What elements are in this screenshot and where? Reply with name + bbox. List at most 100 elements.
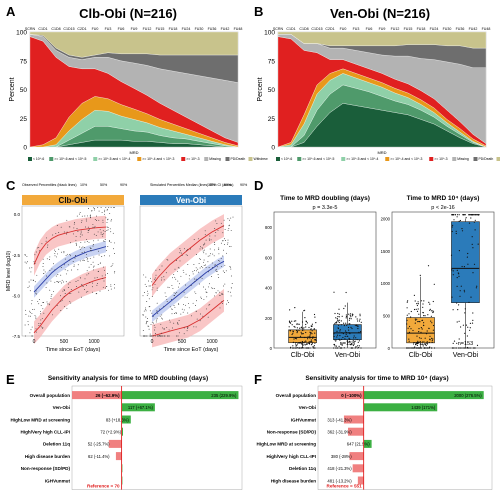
c-ven-obs-point [146,320,147,322]
c-ven-p10-band [152,288,224,348]
c-clb-obs-point [80,296,82,298]
d-mrd104-point [432,300,434,303]
c-clb-obs-point [95,293,97,295]
c-legend-pct-sim: 50% [224,183,232,187]
c-clb-obs-point [106,226,108,228]
c-ven-obs-point [200,298,202,300]
c-clb-obs-point [105,207,107,209]
c-clb-obs-point [58,282,59,283]
d-doubling-point [294,307,296,309]
c-ven-obs-point [217,290,219,292]
A-xtick: FU24 [182,27,191,31]
d-doubling-point [303,310,305,312]
d-doubling-point [292,331,294,333]
f-reference-label: Reference = 551 [327,484,363,489]
c-clb-obs-point [40,326,42,328]
c-clb-obs-point [31,326,33,328]
c-ven-obs-point [161,314,163,316]
c-ven-obs-point [171,313,173,315]
d-mrd104-point [416,335,418,337]
d-doubling-point [352,342,354,344]
c-ven-obs-point [146,335,148,337]
c-clb-obs-point [41,317,43,319]
c-ven-obs-point [171,327,173,329]
B-legend-swatch [496,157,500,161]
c-clb-obs-point [86,259,88,261]
d-doubling-point [343,322,345,324]
d-doubling-point [293,325,295,328]
d-mrd104-point [472,347,474,349]
c-clb-obs-point [96,284,98,286]
d-doubling-point [302,347,304,349]
c-clb-obs-point [83,259,85,261]
d-mrd104-point [470,217,472,219]
d-doubling-point [302,333,304,335]
c-ven-obs-point [205,239,207,241]
c-ven-obs-point [162,327,163,329]
c-clb-obs-point [93,256,95,258]
c-clb-obs-point [39,322,41,324]
d-doubling-point [355,346,357,348]
c-clb-obs-point [29,267,31,269]
c-clb-obs-point [32,309,34,310]
A-legend-swatch [181,157,186,161]
c-ven-obs-point [160,332,162,334]
d-doubling-point [359,313,361,315]
c-ven-obs-point [188,278,190,280]
d-doubling-point [349,313,352,315]
d-mrd104-point [468,222,471,224]
panel-c-percentile-plot: Observed Percentiles (black lines) Simula… [6,183,248,353]
c-ven-obs-point [168,286,170,288]
d-doubling-point [288,326,290,328]
d-doubling-point [348,329,350,331]
d-doubling-point [305,331,307,334]
d-mrd104-point [451,269,453,271]
A-xtick: C1D15 [63,27,74,31]
d-mrd104-point [458,275,460,277]
d-mrd104-point [463,289,465,291]
c-clb-obs-point [38,325,40,327]
d-mrd104-ytick: 1500 [381,249,391,254]
c-ven-obs-point [148,285,150,287]
c-clb-obs-point [49,304,50,306]
d-doubling-title: Time to MRD doubling (days) [280,195,370,202]
d-mrd104-point [470,347,472,349]
c-ven-obs-point [206,296,208,298]
d-doubling-point [357,345,359,347]
c-ven-obs-point [209,248,211,250]
c-clb-obs-point [57,281,59,283]
d-mrd104-point [463,291,466,293]
e-bar-label-negative: 26 (−62.9%) [96,393,121,398]
c-ven-obs-point [175,313,177,314]
c-ven-obs-point [183,327,185,329]
d-mrd104-point [453,347,455,349]
c-ven-obs-point [225,240,226,241]
d-mrd104-point [459,295,461,297]
c-ven-obs-point [183,309,185,311]
c-clb-obs-point [56,225,58,226]
c-clb-obs-point [88,228,90,230]
d-doubling-point [340,347,342,349]
c-ven-obs-point [188,275,190,277]
c-ven-obs-point [228,245,230,247]
c-clb-obs-point [104,240,106,242]
c-clb-title: Clb-Obi [59,196,88,205]
c-ven-obs-point [198,263,200,265]
d-mrd104-point [464,308,466,310]
d-doubling-point [292,332,294,334]
d-doubling-point [339,330,341,332]
d-doubling-point [335,347,337,349]
d-mrd104-point [406,301,408,303]
d-mrd104-point [461,228,463,230]
B-legend-swatch [341,157,346,161]
c-ven-obs-point [212,266,213,268]
c-ven-obs-point [187,249,189,250]
e-category-label: Overall population [30,393,71,398]
d-mrd104-point [417,321,419,323]
c-ven-obs-point [142,314,144,316]
c-clb-obs-point [54,249,56,251]
c-clb-obs-point [97,207,99,209]
c-ven-obs-point [178,286,179,288]
d-doubling-point [313,328,315,330]
d-doubling-point [291,320,293,322]
